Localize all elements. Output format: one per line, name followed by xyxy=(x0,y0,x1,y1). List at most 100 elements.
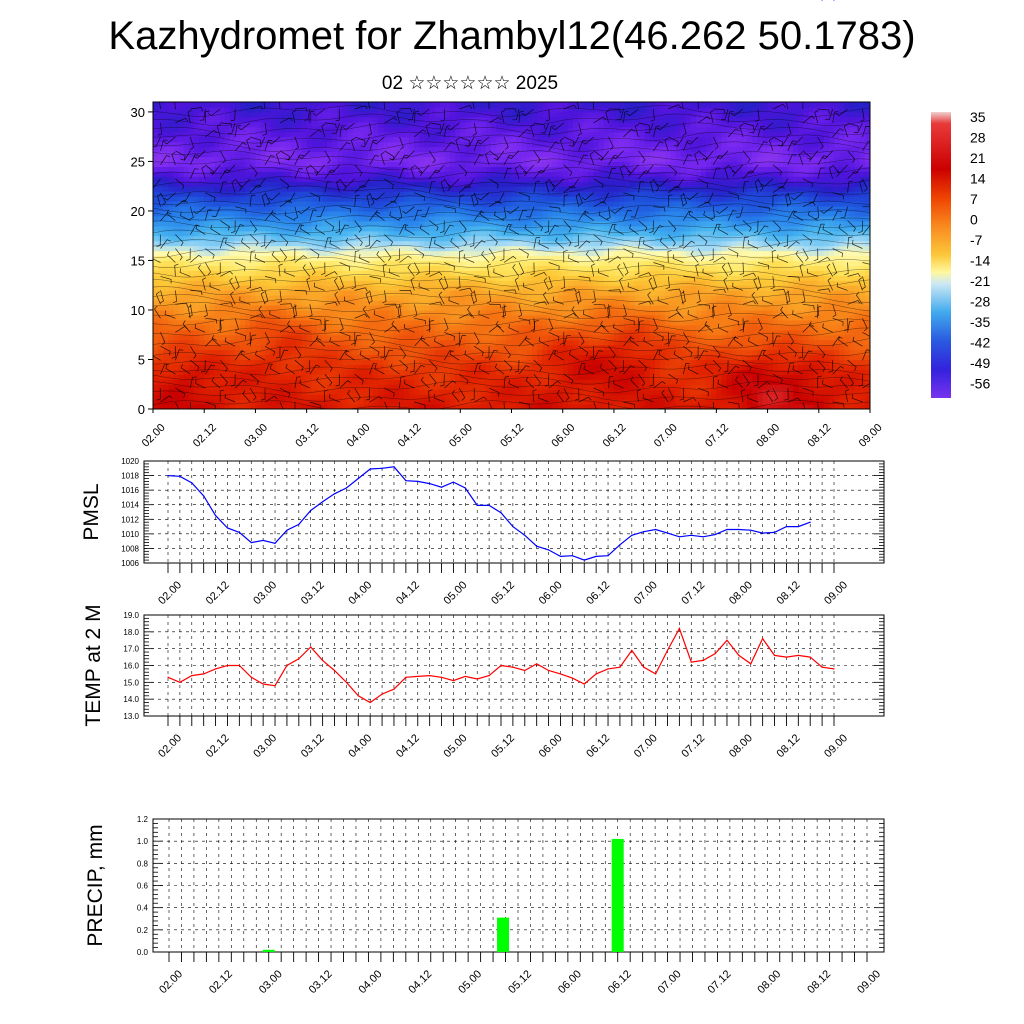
heatmap-cell xyxy=(516,265,523,271)
heatmap-cell xyxy=(158,196,164,202)
heatmap-cell xyxy=(173,359,180,366)
heatmap-cell xyxy=(306,324,313,331)
heatmap-cell xyxy=(327,374,333,380)
heatmap-cell xyxy=(265,364,272,370)
heatmap-cell xyxy=(501,319,507,326)
heatmap-cell xyxy=(455,181,461,187)
heatmap-cell xyxy=(178,250,185,257)
heatmap-cell xyxy=(398,290,405,296)
heatmap-cell xyxy=(240,111,246,118)
heatmap-cell xyxy=(281,205,287,212)
heatmap-cell xyxy=(398,240,405,247)
heatmap-cell xyxy=(547,196,554,202)
heatmap-cell xyxy=(378,339,385,346)
heatmap-cell xyxy=(168,295,175,301)
heatmap-cell xyxy=(552,324,559,331)
heatmap-cell xyxy=(485,131,492,138)
heatmap-cell xyxy=(296,295,303,301)
heatmap-cell xyxy=(506,369,513,375)
heatmap-cell xyxy=(450,295,456,301)
heatmap-cell xyxy=(470,285,477,291)
heatmap-cell xyxy=(209,394,216,400)
heatmap-cell xyxy=(153,245,159,252)
heatmap-cell xyxy=(316,349,323,356)
heatmap-cell xyxy=(240,349,246,356)
heatmap-cell xyxy=(409,295,415,301)
heatmap-cell xyxy=(270,324,277,331)
heatmap-cell xyxy=(450,146,456,153)
heatmap-cell xyxy=(332,235,338,242)
heatmap-cell xyxy=(270,176,277,182)
heatmap-cell xyxy=(480,186,487,192)
heatmap-cell xyxy=(450,116,456,123)
heatmap-cell xyxy=(480,230,487,237)
heatmap-cell xyxy=(368,116,374,123)
heatmap-cell xyxy=(378,240,385,247)
heatmap-cell xyxy=(547,161,554,167)
heatmap-cell xyxy=(429,339,436,346)
heatmap-cell xyxy=(178,295,185,301)
heatmap-cell xyxy=(250,111,257,118)
heatmap-cell xyxy=(245,235,251,242)
heatmap-cell xyxy=(352,305,359,311)
heatmap-cell xyxy=(429,265,436,271)
heatmap-cell xyxy=(306,404,313,409)
heatmap-cell xyxy=(245,394,251,400)
heatmap-cell xyxy=(475,255,482,262)
heatmap-cell xyxy=(265,324,272,331)
heatmap-cell xyxy=(378,210,385,217)
heatmap-cell xyxy=(327,235,333,242)
heatmap-cell xyxy=(393,220,400,227)
heatmap-cell xyxy=(178,369,185,375)
heatmap-cell xyxy=(434,245,441,252)
heatmap-cell xyxy=(537,364,543,370)
heatmap-cell xyxy=(275,270,282,276)
heatmap-cell xyxy=(224,235,231,242)
heatmap-cell xyxy=(291,102,297,108)
heatmap-cell xyxy=(311,225,318,232)
heatmap-cell xyxy=(158,275,164,281)
heatmap-cell xyxy=(465,191,472,197)
heatmap-cell xyxy=(450,270,456,276)
heatmap-cell xyxy=(470,230,477,237)
heatmap-cell xyxy=(419,196,426,202)
heatmap-cell xyxy=(286,250,292,257)
heatmap-cell xyxy=(255,359,262,366)
heatmap-cell xyxy=(419,201,426,207)
heatmap-cell xyxy=(352,210,359,217)
heatmap-cell xyxy=(301,295,308,301)
heatmap-cell xyxy=(398,369,405,375)
heatmap-cell xyxy=(403,275,410,281)
heatmap-cell xyxy=(455,215,461,222)
heatmap-cell xyxy=(286,196,292,202)
heatmap-cell xyxy=(347,290,354,296)
heatmap-cell xyxy=(209,300,216,306)
heatmap-cell xyxy=(219,245,226,252)
heatmap-cell xyxy=(250,349,257,356)
heatmap-cell xyxy=(332,399,338,405)
heatmap-cell xyxy=(234,374,241,380)
heatmap-cell xyxy=(496,354,502,361)
heatmap-cell xyxy=(511,176,518,182)
heatmap-cell xyxy=(291,359,297,366)
heatmap-cell xyxy=(388,210,395,217)
heatmap-cell xyxy=(552,235,559,242)
heatmap-cell xyxy=(460,111,467,118)
heatmap-cell xyxy=(173,171,180,177)
heatmap-cell xyxy=(511,136,518,143)
heatmap-cell xyxy=(439,146,446,153)
heatmap-cell xyxy=(209,102,216,108)
heatmap-cell xyxy=(414,309,420,316)
heatmap-cell xyxy=(270,329,277,336)
heatmap-cell xyxy=(383,191,390,197)
heatmap-cell xyxy=(163,384,169,390)
heatmap-cell xyxy=(562,394,569,400)
heatmap-cell xyxy=(439,245,446,252)
heatmap-cell xyxy=(163,354,169,361)
heatmap-cell xyxy=(168,364,175,370)
heatmap-cell xyxy=(362,275,369,281)
heatmap-cell xyxy=(455,225,461,232)
heatmap-cell xyxy=(383,374,390,380)
heatmap-cell xyxy=(275,285,282,291)
heatmap-cell xyxy=(409,339,415,346)
